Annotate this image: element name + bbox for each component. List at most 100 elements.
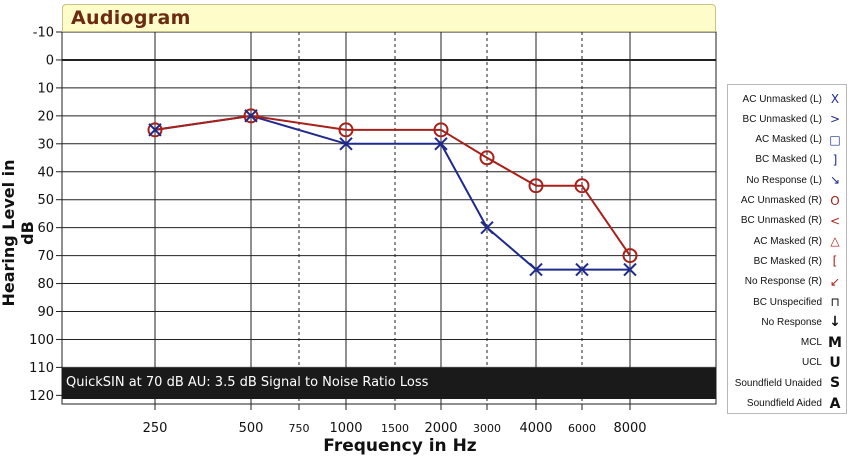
legend-item: AC Unmasked (L) X: [743, 89, 842, 109]
legend-item: BC Unmasked (R) <: [741, 211, 842, 231]
legend-label: No Response (R): [744, 276, 822, 288]
y-tick-label: 80: [37, 277, 54, 292]
marker-left-x: [434, 137, 448, 151]
legend-symbol-icon: O: [830, 193, 840, 208]
x-tick-label: 250: [143, 421, 168, 436]
marker-left-x-stroke: [148, 123, 162, 137]
marker-left-x-stroke: [529, 262, 543, 277]
y-axis-label: Hearing Level in dB: [0, 159, 37, 307]
legend-symbol-icon: □: [829, 132, 841, 147]
legend-item: Soundfield Unaided S: [735, 373, 842, 393]
x-tick-label: 8000: [613, 421, 646, 436]
quicksin-banner: QuickSIN at 70 dB AU: 3.5 dB Signal to N…: [62, 368, 716, 399]
legend-symbol-icon: X: [830, 92, 840, 106]
legend-symbol-icon: ]: [832, 152, 838, 167]
legend-item: MCL M: [801, 333, 842, 353]
marker-left-x-stroke: [434, 137, 448, 151]
marker-right-circle: [338, 122, 354, 138]
marker-right-circle: [528, 178, 544, 194]
marker-right-circle: [147, 122, 163, 138]
grid-layer: [61, 31, 717, 405]
x-tick-label: 750: [289, 422, 310, 435]
legend-label: No Response (L): [746, 174, 822, 186]
legend-label: UCL: [801, 357, 822, 369]
y-tick-labels: -10 0 10 20 30 40 50 60 70 80 90 100 110 120: [29, 26, 62, 404]
marker-left-x-stroke: [575, 262, 589, 277]
marker-right-circle: [479, 150, 495, 166]
marker-left-x: [339, 137, 353, 151]
legend-item: AC Masked (L) □: [755, 130, 842, 150]
legend-label: BC Unspecified: [753, 296, 822, 308]
series-line-left: [154, 114, 630, 271]
legend-symbol-icon: <: [829, 213, 841, 228]
marker-left-x: [623, 262, 637, 277]
legend-item: AC Unmasked (R) O: [741, 191, 842, 211]
legend-symbol-icon: U: [829, 354, 841, 371]
legend-item: BC Masked (L)]: [755, 150, 842, 170]
legend-symbol-icon: ↓: [829, 314, 841, 331]
chart-title: Audiogram: [71, 7, 191, 29]
y-tick-label: 110: [29, 361, 54, 376]
legend-symbol-icon: ⊓: [830, 295, 840, 309]
legend-item: BC Masked (R) [: [754, 251, 842, 271]
legend-label: Soundfield Aided: [746, 398, 822, 409]
x-tick-labels: 250 500 750 1000 1500 2000 3000 4000 6000 8000: [143, 404, 647, 436]
y-tick-label: 60: [37, 221, 54, 236]
y-tick-label: 90: [37, 305, 54, 320]
legend-symbol-icon: [: [832, 254, 838, 269]
marker-right-circle: [622, 248, 638, 264]
legend-label: AC Masked (R): [753, 235, 822, 247]
marker-left-x-stroke: [480, 220, 494, 235]
x-axis-label: Frequency in Hz: [323, 436, 477, 456]
marker-left-x: [480, 220, 494, 235]
legend-label: No Response: [761, 316, 822, 328]
legend-symbol-icon: ↘: [829, 173, 841, 188]
legend-item: BC Unspecified ⊓: [753, 292, 842, 312]
legend-symbol-icon: >: [829, 112, 841, 127]
legend-item: No Response ↓: [761, 312, 842, 332]
series-layer: [147, 108, 638, 277]
plot-area: [61, 31, 717, 405]
marker-right-circle: [433, 122, 449, 138]
legend-symbol-icon: A: [829, 395, 841, 412]
legend-label: AC Unmasked (L): [742, 93, 822, 105]
legend-symbol-icon: ↙: [829, 274, 841, 289]
marker-left-x-stroke: [244, 109, 258, 123]
x-tick-label: 1000: [329, 421, 362, 436]
y-tick-label: 70: [37, 249, 54, 264]
legend-label: Soundfield Unaided: [734, 377, 822, 389]
y-tick-label: 0: [46, 53, 54, 68]
chart-title-box: Audiogram: [62, 4, 716, 32]
y-tick-label: 20: [37, 109, 54, 124]
legend: AC Unmasked (L) X BC Unmasked (L) > AC Maske…: [727, 84, 847, 414]
y-tick-label: 30: [37, 137, 54, 152]
legend-label: AC Unmasked (R): [740, 195, 822, 206]
legend-item: BC Unmasked (L) >: [743, 109, 842, 129]
y-tick-label: 40: [37, 165, 54, 180]
x-tick-label: 1500: [381, 422, 409, 435]
legend-label: BC Masked (R): [753, 255, 822, 267]
y-tick-label: 100: [29, 333, 54, 348]
legend-symbol-icon: △: [830, 234, 840, 249]
legend-symbol-icon: S: [829, 375, 841, 392]
legend-label: AC Masked (L): [755, 134, 822, 146]
y-tick-label: 120: [29, 389, 54, 404]
legend-label: BC Unmasked (R): [740, 215, 822, 227]
marker-left-x-stroke: [339, 137, 353, 151]
legend-item: AC Masked (R) △: [754, 231, 842, 251]
x-tick-label: 500: [239, 421, 264, 436]
legend-item: No Response (R) ↙: [745, 272, 842, 292]
marker-left-x: [244, 109, 258, 123]
y-tick-label: -10: [33, 26, 54, 41]
marker-left-x-stroke: [623, 262, 637, 277]
legend-symbol-icon: M: [828, 334, 842, 351]
quicksin-text: QuickSIN at 70 dB AU: 3.5 dB Signal to N…: [66, 375, 429, 390]
legend-label: BC Unmasked (L): [742, 113, 822, 125]
marker-left-x: [529, 262, 543, 277]
legend-item: UCL U: [802, 353, 842, 373]
marker-left-x: [575, 262, 589, 277]
x-tick-label: 4000: [519, 421, 552, 436]
legend-item: Soundfield Aided A: [747, 394, 842, 414]
marker-right-circle: [574, 178, 590, 194]
